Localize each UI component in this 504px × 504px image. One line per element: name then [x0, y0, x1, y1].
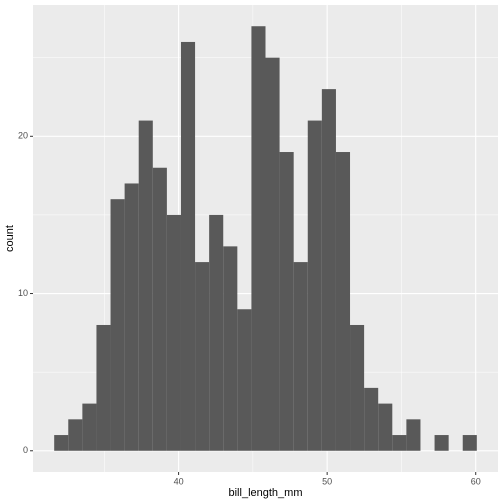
x-tick-label: 60 [471, 476, 481, 486]
bars [54, 26, 477, 451]
x-tick-label: 40 [174, 476, 184, 486]
bar [462, 435, 477, 451]
bar [152, 167, 167, 451]
y-tick-label: 10 [18, 288, 28, 298]
bar [237, 309, 252, 451]
bar [293, 262, 308, 451]
bar [68, 419, 83, 451]
bar [279, 152, 294, 451]
bar [54, 435, 69, 451]
x-tick-label: 50 [322, 476, 332, 486]
bar [124, 183, 139, 451]
y-axis-title: count [4, 225, 16, 252]
bar [364, 387, 379, 451]
bar [82, 403, 97, 451]
bar [223, 246, 238, 451]
bar [138, 120, 153, 451]
y-tick-label: 0 [23, 445, 28, 455]
y-tick-label: 20 [18, 131, 28, 141]
x-axis-title: bill_length_mm [229, 487, 303, 499]
bar [321, 89, 336, 451]
bar [434, 435, 449, 451]
bar [406, 419, 421, 451]
bar [378, 403, 393, 451]
bar [251, 26, 266, 451]
bar [209, 214, 224, 451]
bar [265, 57, 280, 451]
bar [110, 199, 125, 451]
bar [307, 120, 322, 451]
bar [350, 324, 365, 451]
bar [392, 435, 407, 451]
bar [180, 41, 196, 451]
bar [166, 214, 181, 451]
axes: 0 10 20 40 50 60 [18, 131, 481, 487]
bar [335, 152, 351, 451]
bar [195, 262, 210, 451]
bar [96, 324, 111, 451]
